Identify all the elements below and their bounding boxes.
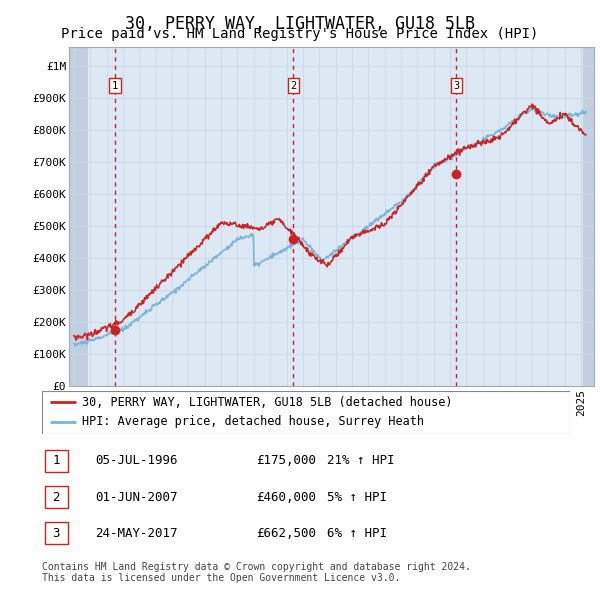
Text: 3: 3 — [53, 527, 60, 540]
Text: 3: 3 — [454, 81, 460, 91]
Bar — [69, 47, 88, 386]
Text: 6% ↑ HPI: 6% ↑ HPI — [327, 527, 387, 540]
Text: 05-JUL-1996: 05-JUL-1996 — [95, 454, 178, 467]
Text: 01-JUN-2007: 01-JUN-2007 — [95, 490, 178, 504]
Text: 2: 2 — [53, 490, 60, 504]
Text: 24-MAY-2017: 24-MAY-2017 — [95, 527, 178, 540]
Text: 30, PERRY WAY, LIGHTWATER, GU18 5LB (detached house): 30, PERRY WAY, LIGHTWATER, GU18 5LB (det… — [82, 396, 452, 409]
Text: 5% ↑ HPI: 5% ↑ HPI — [327, 490, 387, 504]
Text: Contains HM Land Registry data © Crown copyright and database right 2024.
This d: Contains HM Land Registry data © Crown c… — [42, 562, 471, 584]
Text: 1: 1 — [112, 81, 118, 91]
FancyBboxPatch shape — [44, 450, 68, 471]
Bar — [583, 47, 594, 386]
FancyBboxPatch shape — [44, 523, 68, 544]
Text: 1: 1 — [53, 454, 60, 467]
Text: £662,500: £662,500 — [257, 527, 317, 540]
Text: 21% ↑ HPI: 21% ↑ HPI — [327, 454, 395, 467]
Text: 30, PERRY WAY, LIGHTWATER, GU18 5LB: 30, PERRY WAY, LIGHTWATER, GU18 5LB — [125, 15, 475, 33]
FancyBboxPatch shape — [44, 486, 68, 508]
Text: £460,000: £460,000 — [257, 490, 317, 504]
Text: Price paid vs. HM Land Registry's House Price Index (HPI): Price paid vs. HM Land Registry's House … — [61, 27, 539, 41]
FancyBboxPatch shape — [42, 391, 570, 434]
Text: 2: 2 — [290, 81, 296, 91]
Text: HPI: Average price, detached house, Surrey Heath: HPI: Average price, detached house, Surr… — [82, 415, 424, 428]
Text: £175,000: £175,000 — [257, 454, 317, 467]
